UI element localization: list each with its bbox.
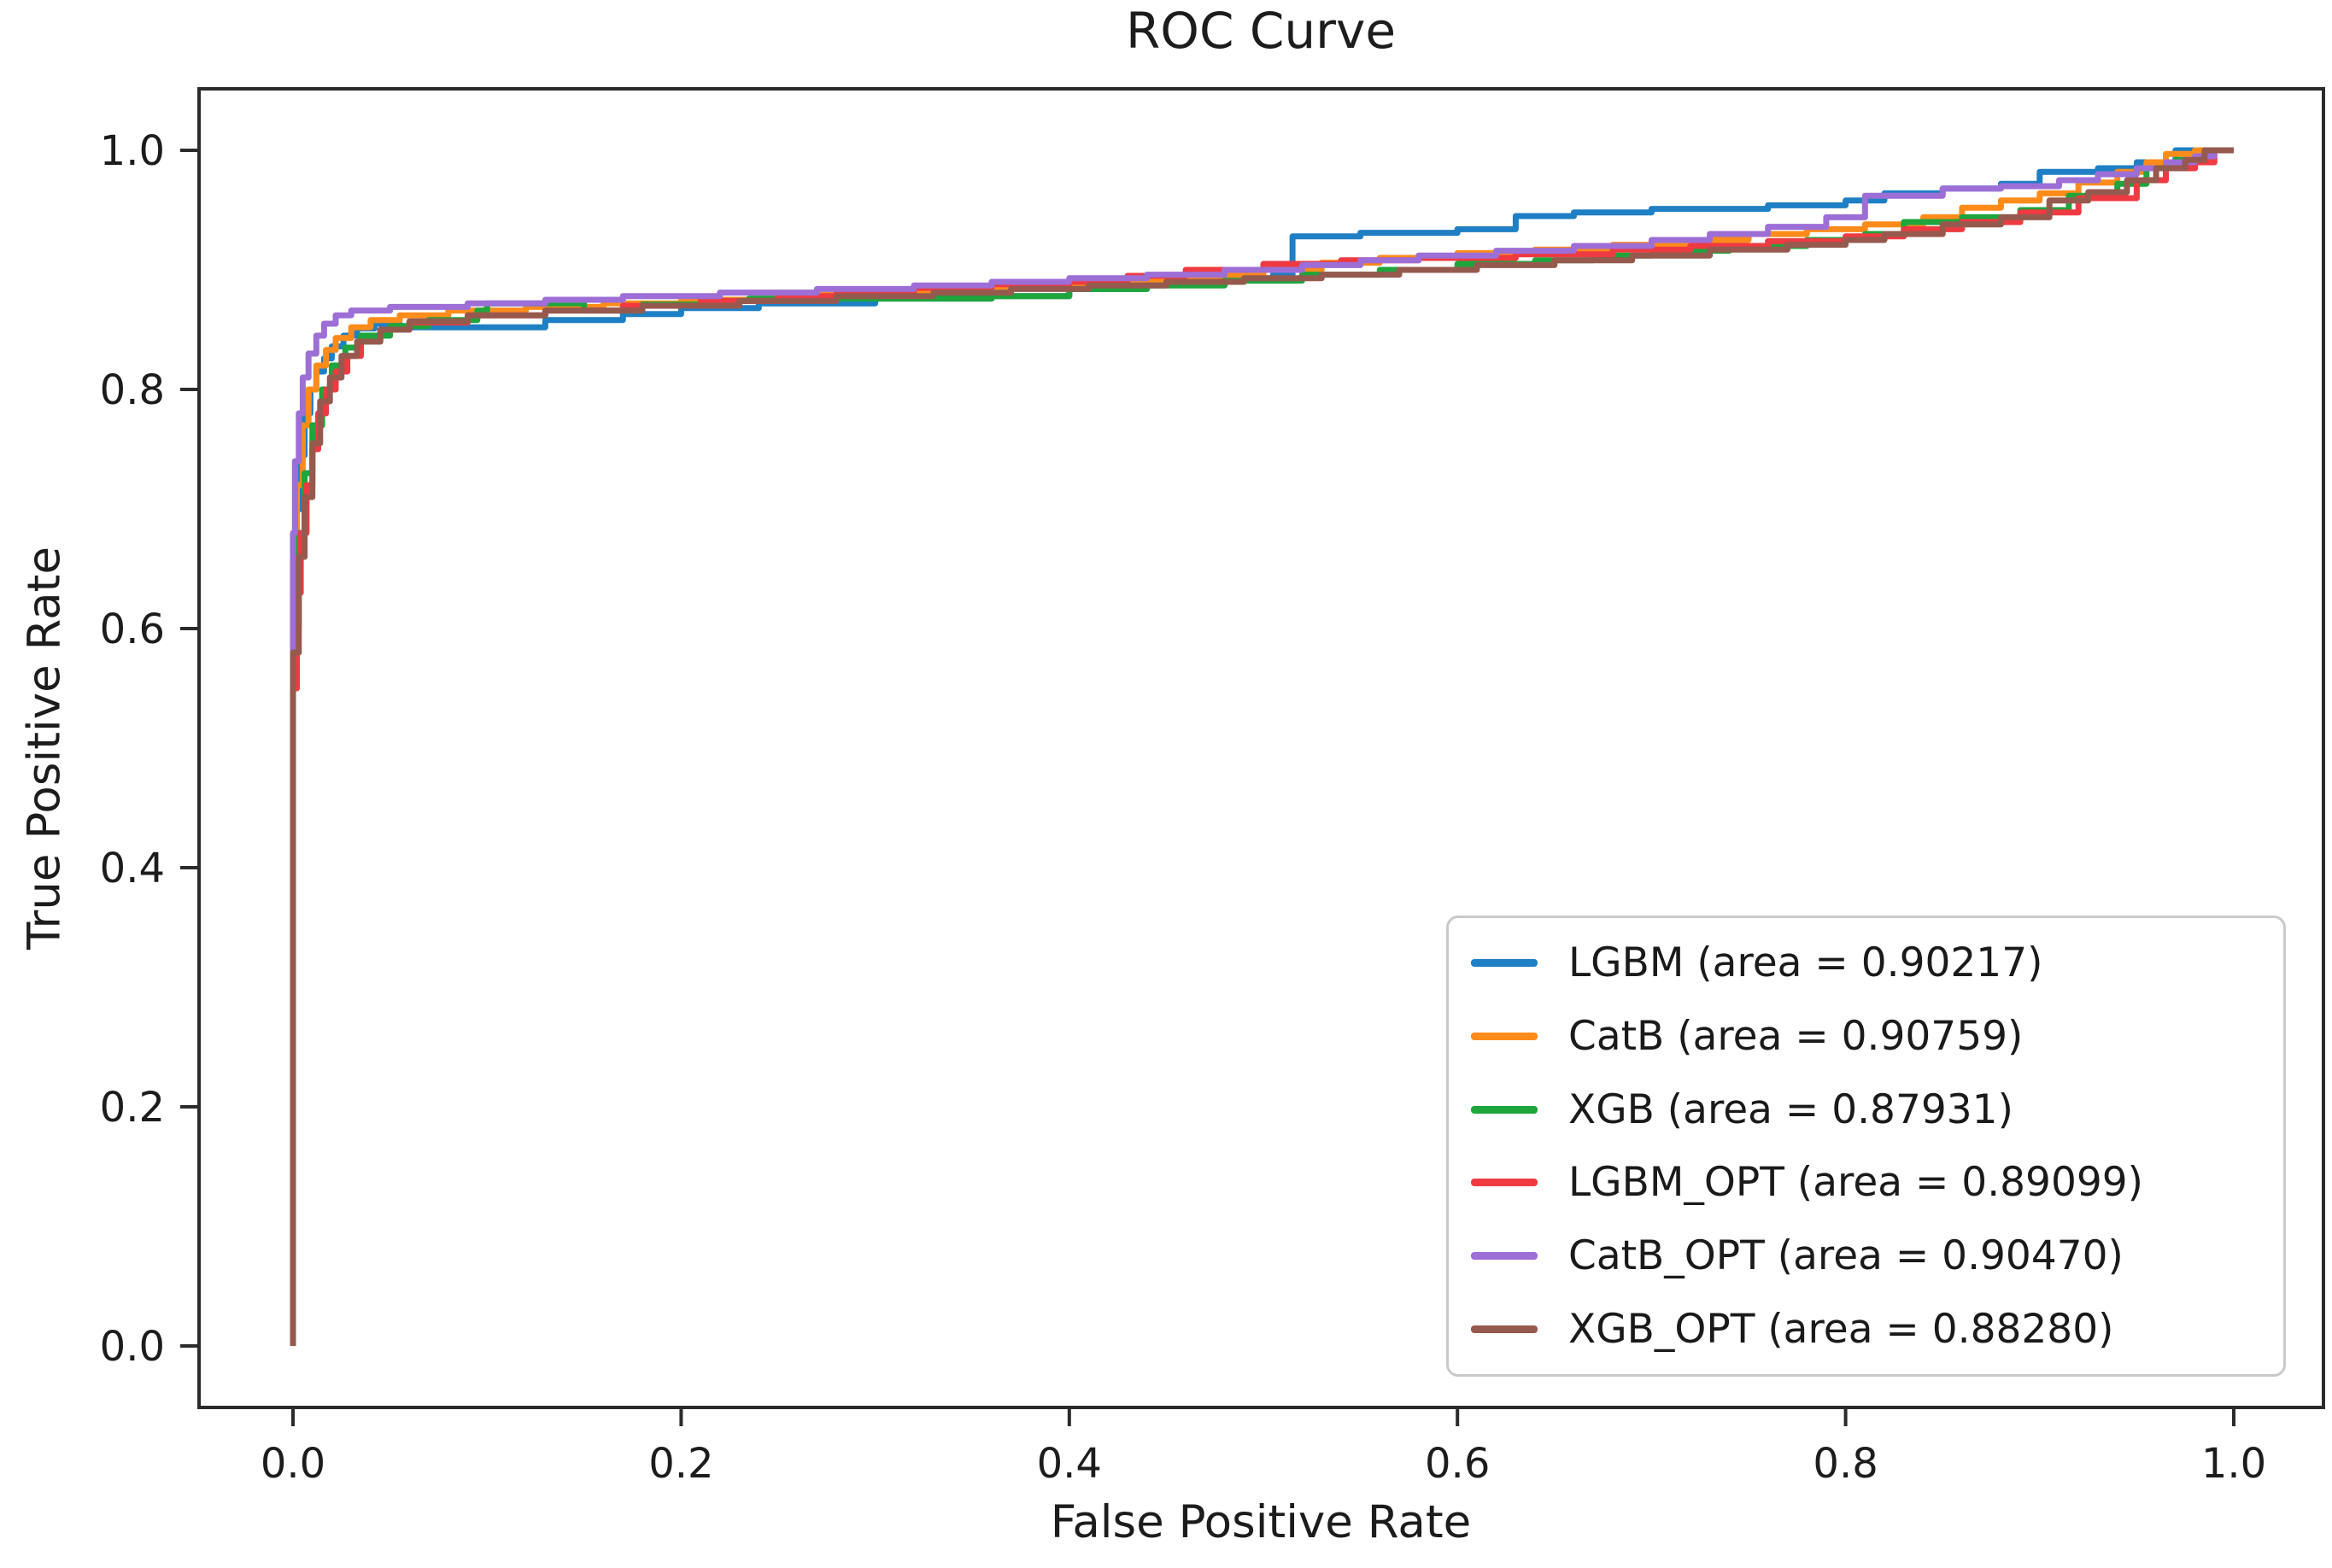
- y-tick-label: 0.2: [100, 1084, 165, 1132]
- y-axis-label: True Positive Rate: [18, 546, 71, 951]
- legend-label-XGB_OPT: XGB_OPT (area = 0.88280): [1568, 1305, 2114, 1353]
- y-tick-label: 0.4: [100, 845, 165, 892]
- legend-label-LGBM_OPT: LGBM_OPT (area = 0.89099): [1568, 1159, 2143, 1207]
- x-tick-label: 1.0: [2201, 1440, 2266, 1488]
- legend-swatch-LGBM: [1471, 959, 1538, 968]
- x-tick-label: 0.6: [1425, 1440, 1490, 1488]
- y-tick-label: 0.6: [100, 606, 165, 653]
- roc-curve-XGB_OPT: [290, 147, 2234, 1346]
- legend-row-LGBM_OPT: LGBM_OPT (area = 0.89099): [1471, 1159, 2283, 1206]
- y-tick-label: 0.0: [100, 1323, 165, 1371]
- legend-label-CatB_OPT: CatB_OPT (area = 0.90470): [1568, 1232, 2124, 1279]
- y-tick-label: 0.8: [100, 366, 165, 414]
- roc-curve-CatB_OPT: [290, 147, 2234, 1346]
- y-tick-label: 1.0: [100, 127, 165, 175]
- legend-row-CatB_OPT: CatB_OPT (area = 0.90470): [1471, 1232, 2283, 1279]
- x-tick-label: 0.2: [648, 1440, 713, 1488]
- legend-row-XGB: XGB (area = 0.87931): [1471, 1086, 2283, 1133]
- legend-label-LGBM: LGBM (area = 0.90217): [1568, 939, 2043, 987]
- legend-row-CatB: CatB (area = 0.90759): [1471, 1013, 2283, 1060]
- legend-label-XGB: XGB (area = 0.87931): [1568, 1085, 2013, 1133]
- axes-spines: [197, 87, 2325, 1409]
- x-axis-label: False Positive Rate: [1050, 1496, 1472, 1548]
- legend-swatch-LGBM_OPT: [1471, 1179, 1538, 1187]
- x-tick-label: 0.4: [1037, 1440, 1102, 1488]
- chart-title: ROC Curve: [1126, 2, 1396, 60]
- x-tick-label: 0.0: [261, 1440, 325, 1488]
- legend: LGBM (area = 0.90217) CatB (area = 0.9075…: [1446, 916, 2286, 1377]
- legend-swatch-CatB_OPT: [1471, 1251, 1538, 1260]
- legend-row-XGB_OPT: XGB_OPT (area = 0.88280): [1471, 1306, 2283, 1353]
- legend-swatch-CatB: [1471, 1032, 1538, 1040]
- legend-label-CatB: CatB (area = 0.90759): [1568, 1012, 2024, 1060]
- x-tick-label: 0.8: [1813, 1440, 1878, 1488]
- legend-row-LGBM: LGBM (area = 0.90217): [1471, 939, 2283, 986]
- legend-swatch-XGB_OPT: [1471, 1325, 1538, 1333]
- legend-swatch-XGB: [1471, 1105, 1538, 1114]
